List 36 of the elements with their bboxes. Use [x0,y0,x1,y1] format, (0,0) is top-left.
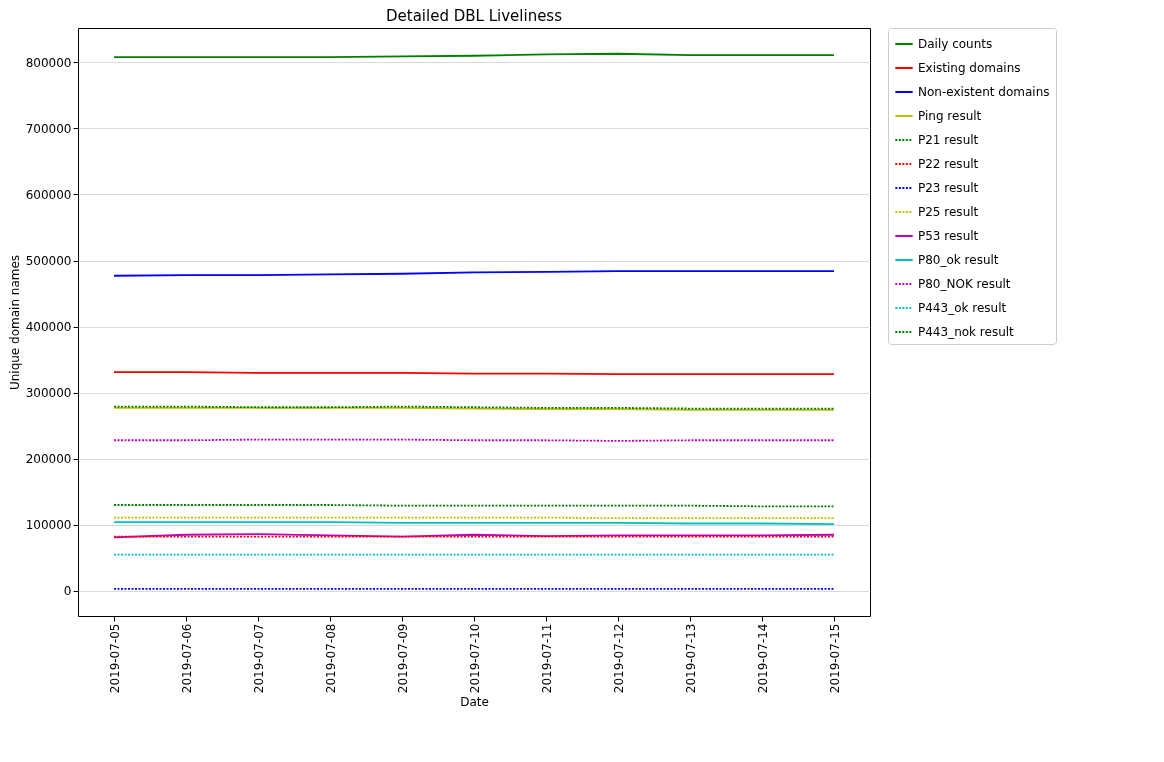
legend-label: P443_ok result [918,301,1007,315]
x-tick-label: 2019-07-13 [683,623,698,694]
x-tick-label: 2019-07-15 [827,623,842,694]
y-tick-label: 500000 [25,254,72,269]
legend-label: P21 result [918,133,979,147]
x-tick-label: 2019-07-11 [539,623,554,694]
x-tick-label: 2019-07-05 [107,623,122,694]
y-tick-label: 100000 [25,518,72,533]
legend-label: Non-existent domains [918,85,1050,99]
legend-label: P443_nok result [918,325,1015,339]
x-axis-title: Date [460,695,489,710]
legend-label: P25 result [918,205,979,219]
y-tick-label: 0 [63,584,72,599]
legend-label: Ping result [918,109,982,123]
x-tick-label: 2019-07-07 [251,623,266,694]
y-axis-title: Unique domain names [7,254,22,391]
y-tick-label: 800000 [25,55,72,70]
legend-label: P23 result [918,181,979,195]
x-tick-label: 2019-07-09 [395,623,410,694]
y-tick-label: 200000 [25,452,72,467]
chart-title: Detailed DBL Liveliness [385,6,563,25]
legend-label: P80_ok result [918,253,999,267]
legend-label: Daily counts [918,37,993,51]
x-tick-label: 2019-07-12 [611,623,626,694]
y-tick-label: 300000 [25,386,72,401]
y-tick-label: 600000 [25,187,72,202]
legend-label: Existing domains [918,61,1021,75]
x-tick-label: 2019-07-14 [755,623,770,694]
y-tick-label: 700000 [25,121,72,136]
x-tick-label: 2019-07-10 [467,623,482,694]
x-tick-label: 2019-07-08 [323,623,338,694]
legend-label: P53 result [918,229,979,243]
legend-label: P22 result [918,157,979,171]
y-tick-label: 400000 [25,320,72,335]
legend-label: P80_NOK result [918,277,1011,291]
x-tick-label: 2019-07-06 [179,623,194,694]
